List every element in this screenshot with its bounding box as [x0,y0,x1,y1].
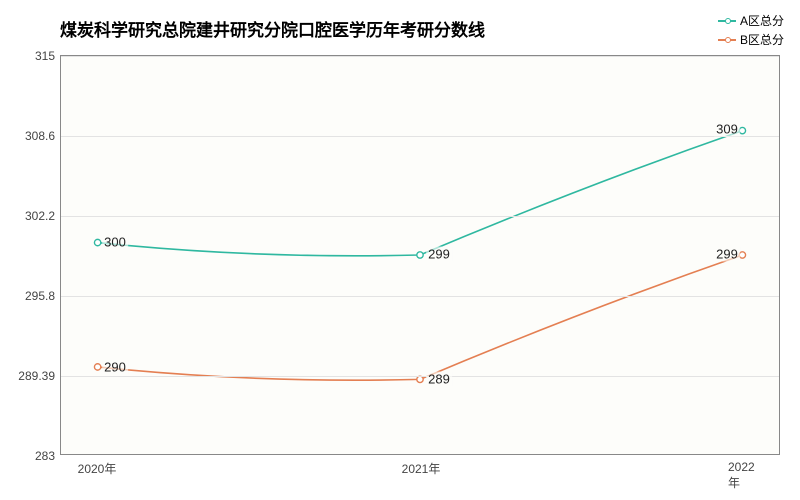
series-line [98,255,743,380]
data-point [417,376,423,382]
plot-area: 283289.39295.8302.2308.63152020年2021年202… [60,55,780,455]
data-label: 290 [102,359,128,374]
legend: A区总分 B区总分 [718,12,784,50]
chart-container: 煤炭科学研究总院建井研究分院口腔医学历年考研分数线 A区总分 B区总分 2832… [0,0,800,500]
data-point [94,239,100,245]
legend-item-a: A区总分 [718,12,784,29]
data-label: 300 [102,234,128,249]
data-point [417,252,423,258]
gridline [61,136,779,137]
y-tick-label: 295.8 [25,289,55,303]
gridline [61,56,779,57]
data-point [739,252,745,258]
data-label: 309 [714,122,740,137]
chart-title: 煤炭科学研究总院建井研究分院口腔医学历年考研分数线 [60,16,485,41]
legend-item-b: B区总分 [718,31,784,48]
legend-label-a: A区总分 [740,12,784,29]
gridline [61,296,779,297]
gridline [61,376,779,377]
data-label: 299 [426,247,452,262]
y-tick-label: 283 [35,449,55,463]
plot-svg [61,56,779,454]
y-tick-label: 308.6 [25,129,55,143]
data-label: 299 [714,247,740,262]
series-line [98,131,743,256]
gridline [61,216,779,217]
data-point [739,127,745,133]
y-tick-label: 289.39 [18,369,55,383]
legend-swatch-b [718,39,736,41]
y-tick-label: 302.2 [25,209,55,223]
y-tick-label: 315 [35,49,55,63]
x-tick-label: 2022年 [728,460,762,491]
x-tick-label: 2021年 [402,460,441,477]
data-point [94,364,100,370]
x-tick-label: 2020年 [78,460,117,477]
data-label: 289 [426,372,452,387]
legend-swatch-a [718,20,736,22]
legend-label-b: B区总分 [740,31,784,48]
